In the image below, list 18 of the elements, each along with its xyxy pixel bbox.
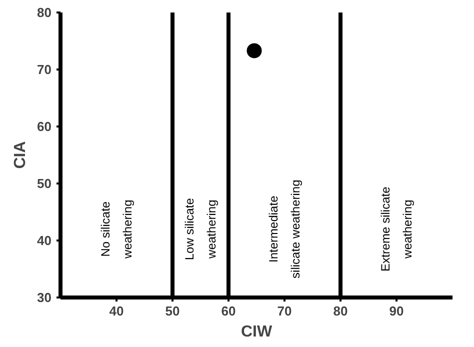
y-tick-label: 60 bbox=[37, 119, 52, 134]
y-tick-label: 30 bbox=[37, 290, 52, 305]
x-axis-title: CIW bbox=[240, 324, 273, 340]
x-tick-label: 50 bbox=[165, 304, 180, 318]
y-tick-label: 80 bbox=[37, 5, 52, 20]
annotation: Intermediate silicate weathering bbox=[266, 180, 303, 278]
annotation: Low silicate weathering bbox=[182, 198, 219, 260]
y-tick-label: 40 bbox=[37, 233, 52, 248]
y-tick-label: 50 bbox=[37, 176, 52, 191]
y-tick-label: 70 bbox=[37, 62, 52, 77]
x-tick-label: 40 bbox=[109, 304, 124, 318]
y-axis-title: CIA bbox=[12, 140, 30, 169]
x-tick-label: 70 bbox=[277, 304, 292, 318]
x-tick-label: 60 bbox=[221, 304, 236, 318]
annotation: No silicate weathering bbox=[98, 200, 135, 260]
x-tick-label: 90 bbox=[389, 304, 404, 318]
x-tick-label: 80 bbox=[333, 304, 348, 318]
annotation: Extreme silicate weathering bbox=[378, 186, 415, 272]
